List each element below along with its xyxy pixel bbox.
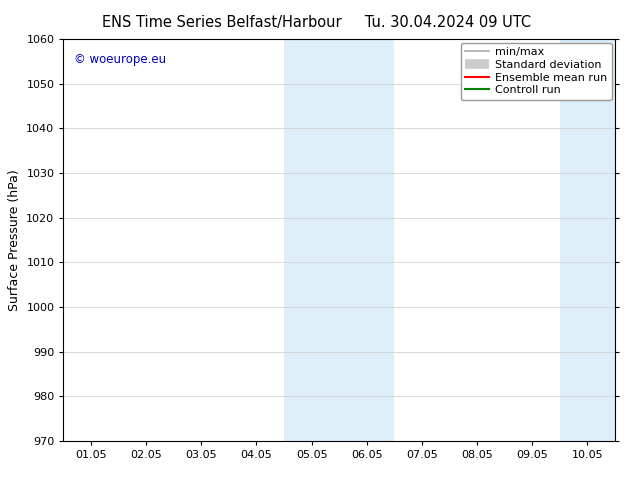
Y-axis label: Surface Pressure (hPa): Surface Pressure (hPa): [8, 169, 21, 311]
Bar: [284, 39, 394, 441]
Text: © woeurope.eu: © woeurope.eu: [74, 53, 167, 66]
Text: ENS Time Series Belfast/Harbour     Tu. 30.04.2024 09 UTC: ENS Time Series Belfast/Harbour Tu. 30.0…: [103, 15, 531, 30]
Bar: [560, 39, 615, 441]
Legend: min/max, Standard deviation, Ensemble mean run, Controll run: min/max, Standard deviation, Ensemble me…: [460, 43, 612, 100]
